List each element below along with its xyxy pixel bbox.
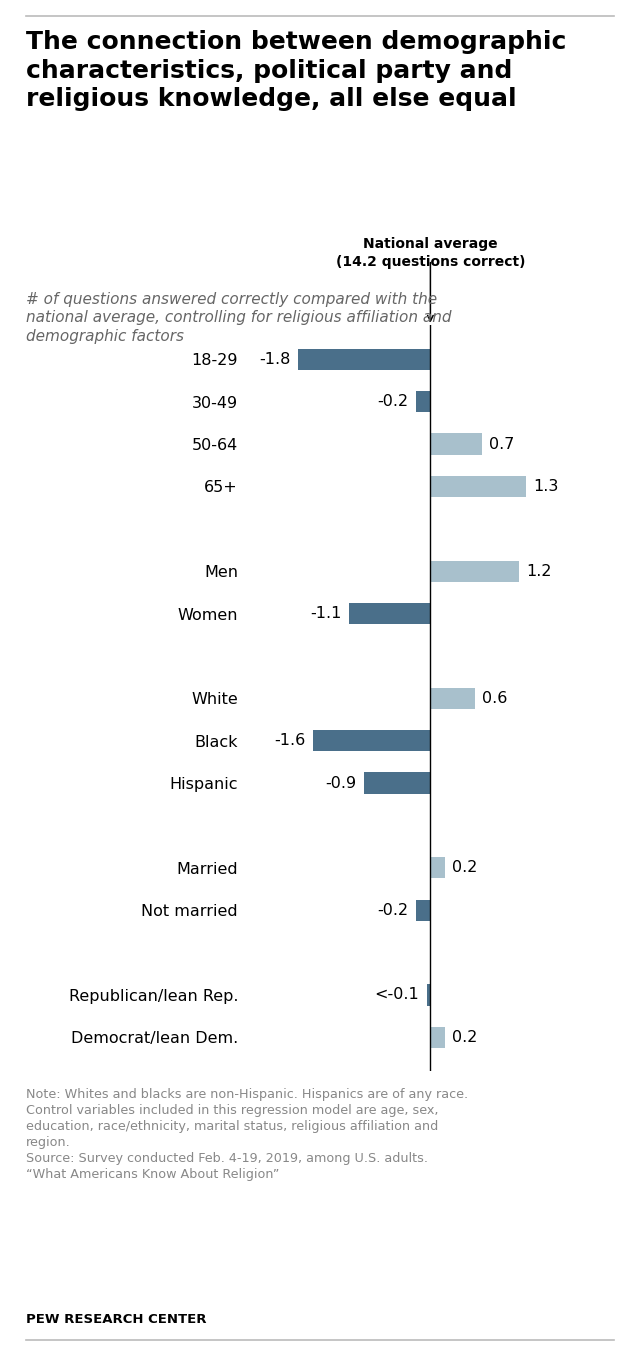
Text: -1.1: -1.1 — [310, 606, 342, 621]
Bar — [427, 984, 430, 1006]
Bar — [430, 857, 445, 879]
Bar — [298, 348, 430, 370]
Text: -0.2: -0.2 — [377, 395, 408, 410]
Bar — [430, 476, 526, 498]
Text: 0.7: 0.7 — [489, 437, 515, 452]
Text: PEW RESEARCH CENTER: PEW RESEARCH CENTER — [26, 1313, 206, 1326]
Text: -0.9: -0.9 — [326, 776, 357, 791]
Bar — [430, 434, 482, 454]
Text: 0.6: 0.6 — [482, 690, 508, 706]
Bar — [416, 391, 430, 412]
Text: National average
(14.2 questions correct): National average (14.2 questions correct… — [335, 237, 525, 268]
Text: 1.3: 1.3 — [534, 479, 559, 494]
Bar — [312, 730, 430, 751]
Bar — [364, 773, 430, 793]
Bar — [430, 687, 475, 709]
Text: The connection between demographic
characteristics, political party and
religiou: The connection between demographic chara… — [26, 30, 566, 111]
Text: <-0.1: <-0.1 — [374, 987, 419, 1002]
Bar — [430, 560, 519, 582]
Text: -1.8: -1.8 — [259, 351, 291, 367]
Text: -1.6: -1.6 — [274, 734, 305, 749]
Text: 1.2: 1.2 — [526, 564, 552, 579]
Text: 0.2: 0.2 — [452, 1029, 478, 1045]
Text: # of questions answered correctly compared with the
national average, controllin: # of questions answered correctly compar… — [26, 292, 451, 343]
Text: -0.2: -0.2 — [377, 903, 408, 918]
Bar — [430, 1026, 445, 1048]
Bar — [416, 899, 430, 921]
Text: 0.2: 0.2 — [452, 860, 478, 876]
Bar — [349, 603, 430, 624]
Text: Note: Whites and blacks are non-Hispanic. Hispanics are of any race.
Control var: Note: Whites and blacks are non-Hispanic… — [26, 1088, 468, 1181]
